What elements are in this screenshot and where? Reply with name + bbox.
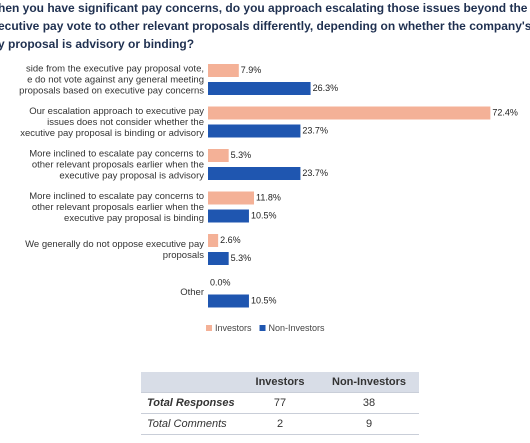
category-label: More inclined to escalate pay concerns t… (29, 149, 204, 160)
cell: 77 (241, 392, 319, 414)
table-row: Total Responses 77 38 (141, 392, 419, 414)
category-label: proposals (163, 250, 204, 261)
category-label: e do not vote against any general meetin… (27, 75, 204, 86)
value-label: 2.6% (220, 235, 241, 245)
chart-title: y proposal is advisory or binding? (0, 37, 194, 51)
summary-table: Investors Non-Investors Total Responses … (141, 372, 419, 435)
value-label: 5.3% (231, 150, 252, 160)
value-label: 7.9% (241, 65, 262, 75)
bar (208, 124, 301, 138)
bar (208, 106, 491, 120)
legend-label: Investors (215, 323, 252, 333)
value-label: 10.5% (251, 210, 277, 220)
bar (208, 294, 249, 308)
cell: 2 (241, 413, 319, 435)
col-header: Non-Investors (319, 372, 419, 393)
value-label: 10.5% (251, 295, 277, 305)
cell: 38 (319, 392, 419, 414)
row-label: Total Responses (141, 392, 241, 414)
category-label: Other (180, 287, 204, 298)
value-label: 23.7% (302, 168, 328, 178)
legend-swatch (206, 325, 212, 331)
value-label: 0.0% (210, 277, 231, 287)
bar (208, 64, 239, 77)
col-header: Investors (241, 372, 319, 393)
bar (208, 149, 229, 162)
chart-title: hen you have significant pay concerns, d… (0, 1, 530, 15)
bar (208, 191, 255, 205)
chart: hen you have significant pay concerns, d… (0, 1, 530, 333)
value-label: 11.8% (256, 192, 281, 202)
category-label: side from the executive pay proposal vot… (26, 64, 204, 75)
row-label: Total Comments (141, 413, 241, 435)
value-label: 26.3% (313, 83, 339, 93)
legend-swatch (259, 325, 266, 331)
bar (208, 82, 311, 95)
category-label: issues does not consider whether the (47, 117, 204, 128)
category-label: other relevant proposals earlier when th… (32, 160, 204, 171)
legend-label: Non-Investors (269, 323, 326, 333)
category-label: executive pay proposal is advisory (59, 171, 204, 182)
category-label: xecutive pay proposal is binding or advi… (20, 128, 204, 139)
value-label: 5.3% (231, 253, 252, 263)
chart-title: ecutive pay vote to other relevant propo… (0, 19, 530, 33)
bar (208, 209, 249, 223)
table-header: Investors Non-Investors (141, 372, 419, 393)
corner (141, 372, 241, 393)
category-label: More inclined to escalate pay concerns t… (29, 191, 204, 202)
cell: 9 (319, 413, 419, 435)
bar (208, 234, 219, 247)
category-label: other relevant proposals earlier when th… (32, 202, 204, 213)
category-label: We generally do not oppose executive pay (25, 239, 204, 250)
category-label: Our escalation approach to executive pay (29, 106, 204, 117)
value-label: 23.7% (302, 125, 328, 135)
table-row: Total Comments 2 9 (141, 413, 419, 435)
category-label: proposals based on executive pay concern… (19, 86, 204, 97)
value-label: 72.4% (492, 107, 518, 117)
bar (208, 252, 229, 265)
bar (208, 167, 301, 180)
category-label: executive pay proposal is binding (64, 213, 204, 224)
